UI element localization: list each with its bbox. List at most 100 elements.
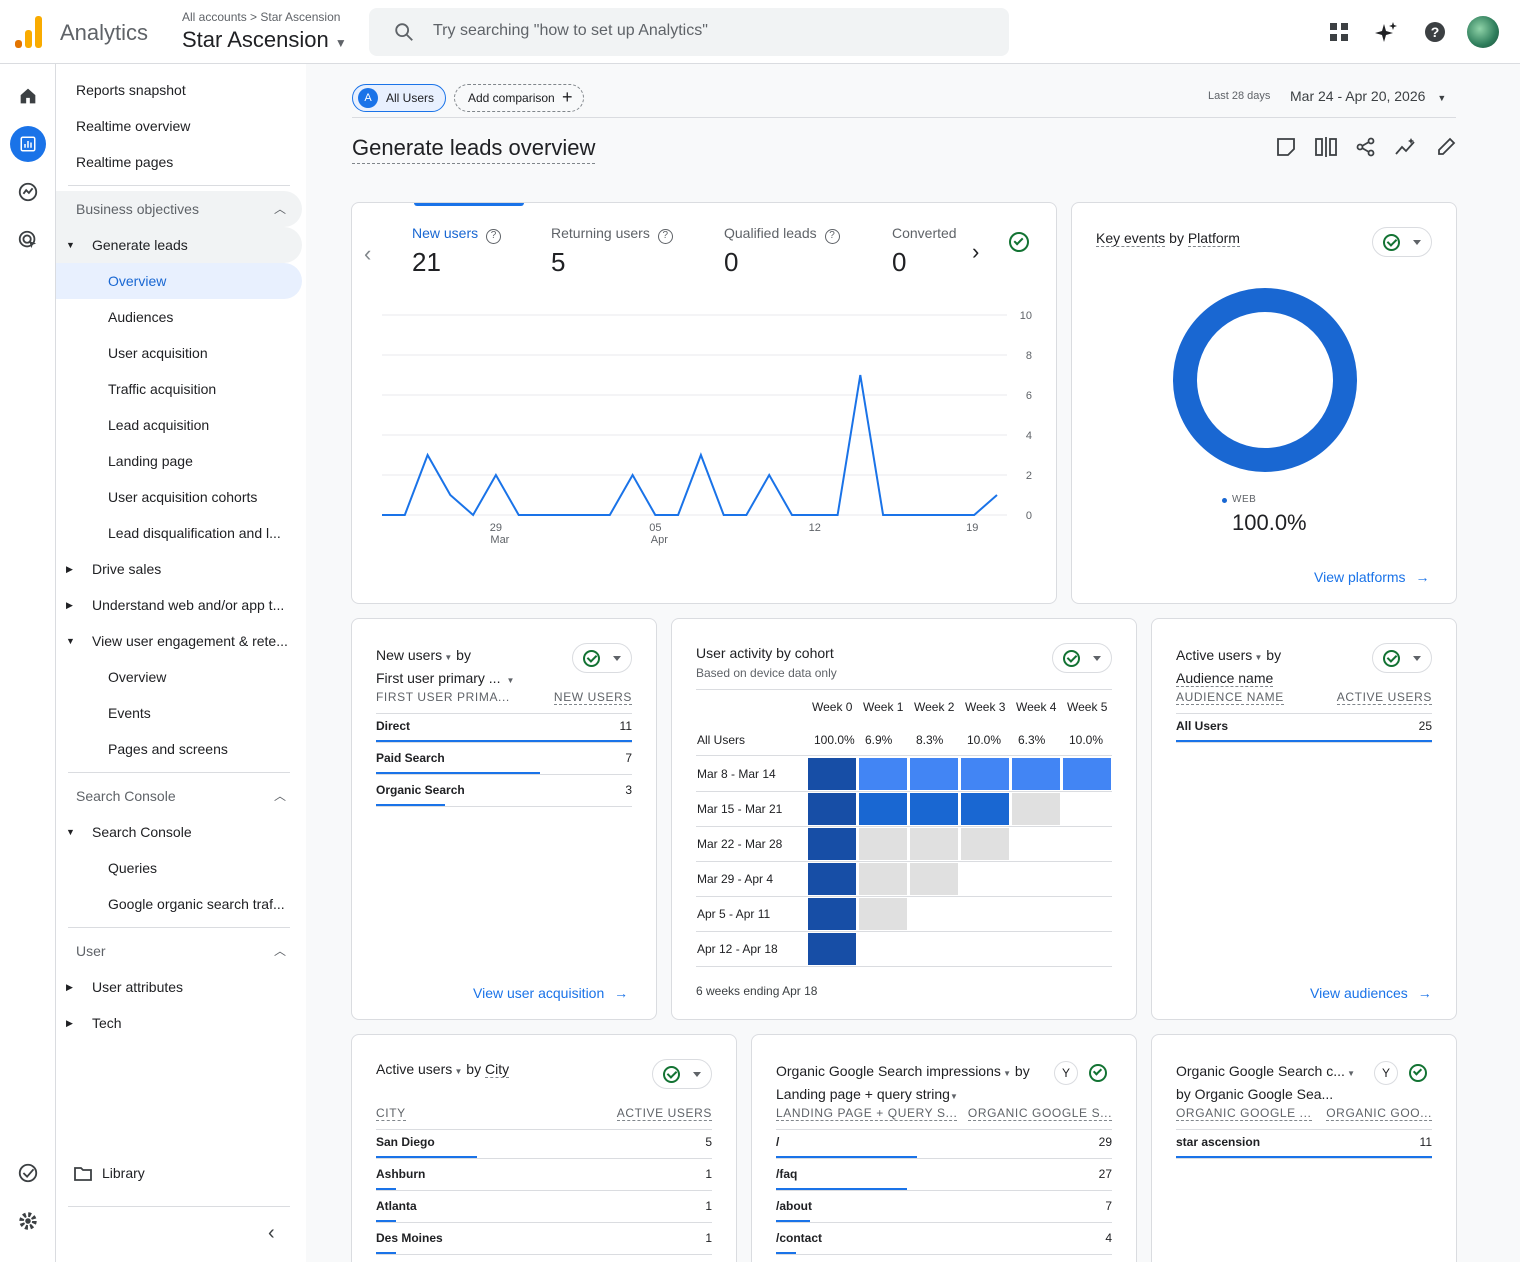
table-row-label[interactable]: Des Moines [376,1231,443,1245]
search-bar[interactable]: Try searching "how to set up Analytics" [369,8,1009,56]
table-row-label[interactable]: All Users [1176,719,1229,733]
column-header-dimension[interactable]: LANDING PAGE + QUERY S... [776,1106,958,1121]
help-circle-icon[interactable]: ? [824,229,840,244]
sparkle-icon[interactable] [1374,20,1398,44]
cohort-cell[interactable] [961,793,1009,825]
help-circle-icon[interactable]: ? [486,229,502,244]
compare-check-dropdown[interactable] [1372,227,1432,257]
cohort-cell[interactable] [910,828,958,860]
all-users-chip[interactable]: A All Users [352,84,446,112]
check-circle-icon[interactable] [1409,1064,1427,1082]
advertising-icon[interactable] [14,226,42,254]
nav-section-search-console[interactable]: Search Console ︿ [56,778,302,814]
property-selector[interactable]: Star Ascension ▼ [182,27,347,53]
cohort-cell[interactable] [859,758,907,790]
column-header-dimension[interactable]: AUDIENCE NAME [1176,690,1284,705]
nav-audiences[interactable]: Audiences [108,309,174,325]
view-audiences-link[interactable]: View audiences → [1310,985,1432,1001]
title-dimension[interactable]: Audience name [1176,670,1274,687]
cohort-cell[interactable] [808,898,856,930]
nav-engagement-overview[interactable]: Overview [108,669,167,685]
nav-overview[interactable]: Overview [56,263,302,299]
column-header-metric[interactable]: ORGANIC GOO... [1326,1106,1432,1121]
nav-library[interactable]: Library [74,1155,145,1191]
compare-check-dropdown[interactable] [572,643,632,673]
title-metric[interactable]: Active users [1176,647,1253,663]
nav-user-acquisition-cohorts[interactable]: User acquisition cohorts [108,489,258,505]
title-metric[interactable]: Organic Google Search impressions [776,1063,1001,1079]
breadcrumb[interactable]: All accounts > Star Ascension [182,10,341,24]
title-metric[interactable]: Organic Google Search c... [1176,1063,1345,1079]
cohort-cell[interactable] [808,758,856,790]
apps-grid-icon[interactable] [1327,20,1351,44]
table-row-label[interactable]: Organic Search [376,783,465,797]
cohort-cell[interactable] [808,828,856,860]
nav-pages-and-screens[interactable]: Pages and screens [108,741,228,757]
customize-report-icon[interactable] [1276,137,1296,157]
table-row-label[interactable]: / [776,1135,780,1149]
nav-traffic-acquisition[interactable]: Traffic acquisition [108,381,217,397]
column-header-dimension[interactable]: CITY [376,1106,406,1121]
admin-check-icon[interactable] [14,1159,42,1187]
nav-view-user-engagement[interactable]: ▼ View user engagement & rete... [56,623,288,659]
avatar[interactable] [1467,16,1499,48]
column-header-dimension[interactable]: FIRST USER PRIMA... [376,690,510,704]
analytics-logo-icon[interactable] [15,16,43,48]
nav-reports-snapshot[interactable]: Reports snapshot [76,82,186,98]
table-row-label[interactable]: Direct [376,719,411,733]
collapse-nav-icon[interactable]: ‹ [268,1222,275,1244]
table-row-label[interactable]: Atlanta [376,1199,417,1213]
nav-understand-web[interactable]: ▶ Understand web and/or app t... [56,587,284,623]
reports-icon[interactable] [10,126,46,162]
table-row-label[interactable]: /faq [776,1167,798,1181]
nav-landing-page[interactable]: Landing page [108,453,193,469]
nav-user-attributes[interactable]: ▶ User attributes [56,969,183,1005]
nav-lead-disqualification[interactable]: Lead disqualification and l... [108,525,281,541]
edit-pencil-icon[interactable] [1436,137,1456,157]
next-metrics-icon[interactable]: › [972,239,980,264]
title-metric[interactable]: Active users [376,1061,453,1077]
explore-icon[interactable] [14,178,42,206]
cohort-cell[interactable] [859,793,907,825]
cohort-cell[interactable] [1012,758,1060,790]
add-comparison-button[interactable]: Add comparison + [454,84,584,112]
table-row-label[interactable]: Ashburn [376,1167,426,1181]
column-header-metric[interactable]: ACTIVE USERS [1336,690,1432,705]
nav-drive-sales[interactable]: ▶ Drive sales [56,551,161,587]
cohort-cell[interactable] [859,828,907,860]
table-row-label[interactable]: /contact [776,1231,823,1245]
help-circle-icon[interactable]: ? [657,229,673,244]
home-icon[interactable] [14,82,42,110]
help-icon[interactable]: ? [1423,20,1447,44]
nav-search-console[interactable]: ▼ Search Console [56,814,192,850]
date-range-picker[interactable]: Mar 24 - Apr 20, 2026 ▼ [1290,88,1446,104]
cohort-cell[interactable] [808,863,856,895]
cohort-cell[interactable] [910,863,958,895]
nav-realtime-overview[interactable]: Realtime overview [76,118,191,134]
column-header-metric[interactable]: ACTIVE USERS [616,1106,712,1121]
nav-google-organic-search[interactable]: Google organic search traf... [108,896,285,912]
table-row-label[interactable]: San Diego [376,1135,435,1149]
cohort-cell[interactable] [808,933,856,965]
filter-icon[interactable]: Y [1054,1061,1078,1085]
cohort-cell[interactable] [1012,793,1060,825]
title-dimension[interactable]: Platform [1187,230,1240,247]
nav-lead-acquisition[interactable]: Lead acquisition [108,417,210,433]
title-dimension[interactable]: First user primary ... [376,670,501,686]
table-row-label[interactable]: Paid Search [376,751,445,765]
cohort-cell[interactable] [808,793,856,825]
compare-check-dropdown[interactable] [652,1059,712,1089]
nav-generate-leads[interactable]: ▼ Generate leads [56,227,302,263]
title-metric[interactable]: New users [376,647,443,663]
filter-icon[interactable]: Y [1374,1061,1398,1085]
title-dimension[interactable]: by Organic Google Sea... [1176,1086,1334,1102]
nav-section-user[interactable]: User ︿ [56,933,302,969]
view-user-acquisition-link[interactable]: View user acquisition → [473,985,628,1001]
insights-icon[interactable] [1395,137,1417,157]
nav-realtime-pages[interactable]: Realtime pages [76,154,174,170]
cohort-cell[interactable] [859,863,907,895]
cohort-cell[interactable] [910,793,958,825]
view-platforms-link[interactable]: View platforms → [1314,569,1429,585]
share-icon[interactable] [1356,137,1376,157]
compare-check-dropdown[interactable] [1372,643,1432,673]
